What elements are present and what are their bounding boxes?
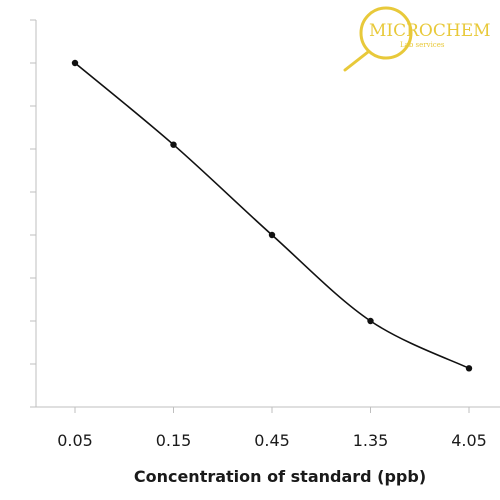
series-layer	[71, 59, 473, 372]
data-point	[465, 365, 473, 372]
data-point	[367, 317, 374, 325]
data-point	[71, 59, 79, 67]
data-point	[170, 141, 177, 148]
y-axis-ticks	[30, 19, 36, 408]
logo-magnifier-lens	[359, 6, 413, 60]
x-tick-label: 4.05	[451, 431, 487, 450]
logo-name: MICROCHEM	[369, 21, 491, 41]
x-tick-label: 0.45	[254, 431, 290, 450]
x-axis-title: Concentration of standard (ppb)	[134, 467, 426, 486]
series-line	[74, 62, 470, 370]
logo-magnifier-handle	[343, 50, 370, 72]
data-point	[268, 231, 276, 239]
x-axis-ticks: 0.05 0.15 0.45 1.35 4.05	[57, 407, 487, 450]
x-tick-label: 0.05	[57, 431, 93, 450]
x-tick-label: 1.35	[353, 431, 389, 450]
logo-tagline: Lab services	[400, 41, 445, 49]
x-tick-label: 0.15	[156, 431, 192, 450]
microchem-logo: MICROCHEM Lab services	[343, 6, 491, 72]
